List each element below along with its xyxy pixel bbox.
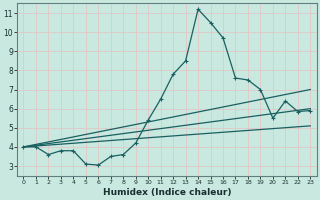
X-axis label: Humidex (Indice chaleur): Humidex (Indice chaleur) xyxy=(103,188,231,197)
